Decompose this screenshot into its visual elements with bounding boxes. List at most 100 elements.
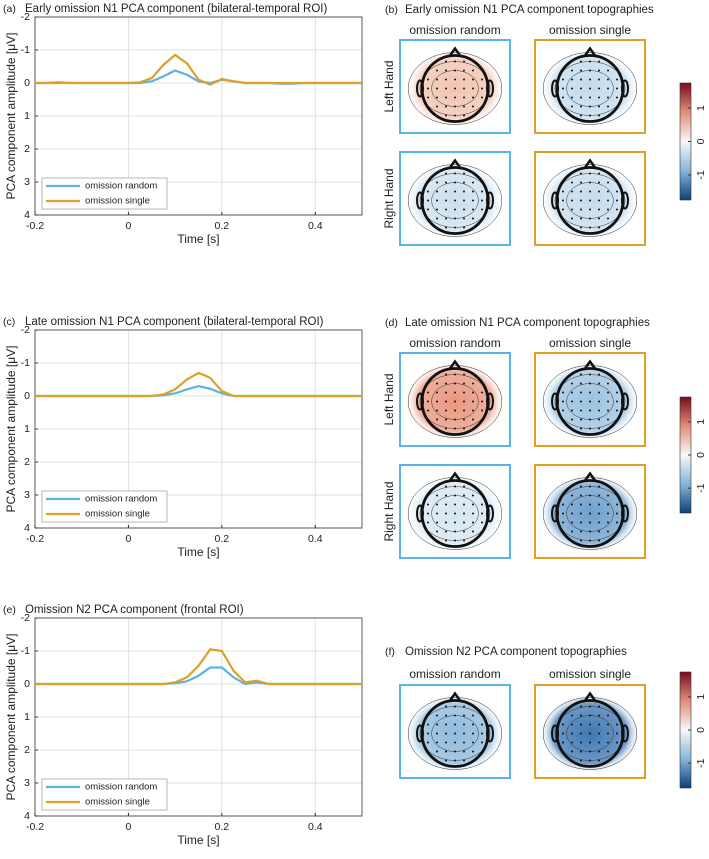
- electrode: [445, 190, 447, 193]
- electrode: [598, 226, 600, 229]
- electrode: [598, 217, 600, 220]
- x-tick-label: -0.2: [26, 533, 44, 545]
- electrode: [436, 105, 438, 108]
- column-label: omission single: [549, 23, 631, 37]
- electrode: [463, 494, 465, 497]
- electrode: [580, 714, 582, 717]
- x-tick-label: 0.2: [215, 220, 230, 232]
- colorbar-tick-label: 1: [695, 419, 707, 425]
- colorbar-tick-label: -1: [695, 758, 707, 767]
- colorbar-tick-label: 1: [695, 105, 707, 111]
- electrode: [589, 705, 591, 708]
- electrode: [472, 181, 474, 184]
- electrode: [571, 78, 573, 81]
- head: [555, 699, 625, 768]
- panel-title: Omission N2 PCA component topographies: [405, 646, 627, 658]
- head: [420, 479, 490, 548]
- electrode: [463, 732, 465, 735]
- electrode: [589, 400, 591, 403]
- y-tick-label: 0: [24, 678, 30, 690]
- electrode: [427, 521, 429, 524]
- electrode: [463, 539, 465, 542]
- electrode: [463, 96, 465, 99]
- axes-box: [34, 16, 363, 216]
- electrode: [571, 714, 573, 717]
- electrode: [580, 105, 582, 108]
- electrode: [481, 78, 483, 81]
- electrode: [445, 60, 447, 63]
- electrode: [481, 503, 483, 506]
- electrode: [472, 105, 474, 108]
- nose: [448, 158, 462, 169]
- topo-frame: [534, 151, 646, 246]
- electrode: [454, 723, 456, 726]
- electrode: [616, 78, 618, 81]
- electrode: [580, 391, 582, 394]
- electrode: [472, 190, 474, 193]
- electrode: [580, 427, 582, 430]
- electrode: [580, 217, 582, 220]
- electrode: [562, 400, 564, 403]
- contour: [407, 365, 503, 438]
- electrode: [571, 382, 573, 385]
- electrode: [463, 705, 465, 708]
- legend-label: omission single: [85, 509, 150, 520]
- electrode: [598, 409, 600, 412]
- electrode: [571, 69, 573, 72]
- electrode: [562, 521, 564, 524]
- electrode: [481, 512, 483, 515]
- electrode: [598, 181, 600, 184]
- x-tick-label: 0: [126, 220, 132, 232]
- panel-title: Early omission N1 PCA component topograp…: [405, 4, 654, 16]
- x-tick-label: -0.2: [26, 220, 44, 232]
- electrode: [445, 181, 447, 184]
- electrode: [598, 427, 600, 430]
- electrode: [454, 114, 456, 117]
- electrode: [454, 750, 456, 753]
- electrode: [445, 78, 447, 81]
- x-tick-label: 0.4: [308, 821, 323, 833]
- electrode: [445, 759, 447, 762]
- electrode: [436, 512, 438, 515]
- electrode: [427, 503, 429, 506]
- electrode: [589, 409, 591, 412]
- y-tick-label: -1: [21, 44, 30, 56]
- electrode: [589, 172, 591, 175]
- electrode: [562, 503, 564, 506]
- y-tick-label: -1: [21, 357, 30, 369]
- head: [420, 166, 490, 235]
- contour: [542, 164, 638, 237]
- electrode: [598, 208, 600, 211]
- electrode: [445, 521, 447, 524]
- electrode: [580, 199, 582, 202]
- nose: [448, 46, 462, 57]
- electrode: [589, 69, 591, 72]
- column-label: omission random: [409, 667, 500, 681]
- electrode: [607, 503, 609, 506]
- electrode: [580, 87, 582, 90]
- electrode: [598, 190, 600, 193]
- electrode: [454, 391, 456, 394]
- electrode: [463, 512, 465, 515]
- electrode: [571, 199, 573, 202]
- y-tick-label: -2: [21, 11, 30, 23]
- x-axis-label: Time [s]: [177, 833, 219, 847]
- x-tick-label: 0.4: [308, 220, 323, 232]
- electrode: [616, 199, 618, 202]
- contour: [407, 164, 503, 237]
- electrode: [463, 181, 465, 184]
- electrode: [481, 391, 483, 394]
- electrode: [571, 96, 573, 99]
- electrode: [472, 732, 474, 735]
- electrode: [580, 78, 582, 81]
- row-label: Left Hand: [382, 373, 396, 425]
- panel-label: (c): [3, 316, 15, 328]
- electrode: [607, 750, 609, 753]
- electrode: [580, 409, 582, 412]
- electrode: [463, 485, 465, 488]
- electrode: [589, 741, 591, 744]
- electrode: [445, 373, 447, 376]
- y-axis-label: PCA component amplitude [μV]: [4, 345, 18, 512]
- electrode: [445, 530, 447, 533]
- electrode: [598, 373, 600, 376]
